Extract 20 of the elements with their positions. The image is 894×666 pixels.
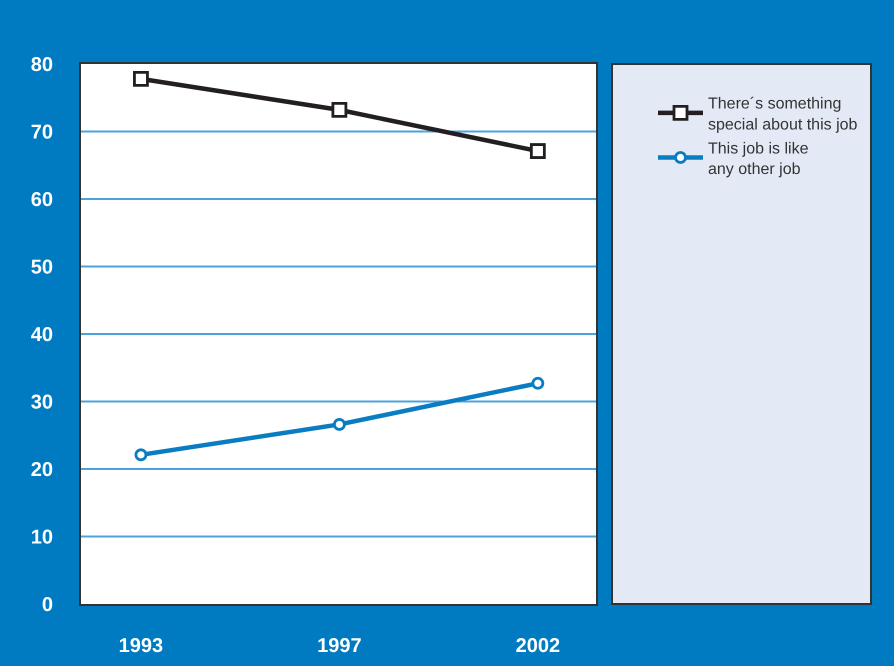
y-tick-label: 70 (30, 122, 53, 144)
legend-label: This job is like any other job (708, 140, 809, 178)
y-tick-label: 40 (30, 324, 53, 346)
legend-label: There´s something special about this job (708, 96, 858, 134)
point (331, 102, 348, 118)
y-tick-label: 0 (42, 594, 53, 616)
point (530, 143, 546, 159)
point (133, 70, 149, 87)
y-tick-label: 50 (30, 256, 53, 278)
x-tick-label: 2002 (516, 635, 560, 657)
y-tick-label: 10 (30, 526, 53, 548)
point (531, 376, 544, 390)
y-tick-label: 60 (30, 189, 53, 211)
y-tick-label: 80 (30, 54, 53, 76)
y-tick-label: 30 (30, 392, 53, 414)
y-tick-label: 20 (30, 459, 53, 481)
point (332, 418, 346, 431)
point (134, 448, 148, 462)
x-tick-label: 1993 (118, 635, 164, 657)
x-tick-label: 1997 (317, 635, 362, 657)
